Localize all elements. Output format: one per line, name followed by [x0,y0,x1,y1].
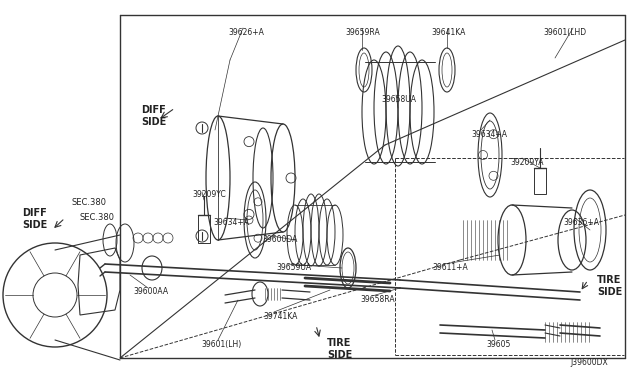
Text: J39600DX: J39600DX [570,358,608,367]
Text: 39600AA: 39600AA [133,287,168,296]
Text: 39209YA: 39209YA [510,158,543,167]
Bar [534,168,546,194]
Text: 39641KA: 39641KA [431,28,465,37]
Text: 39605: 39605 [486,340,510,349]
Text: 39626+A: 39626+A [228,28,264,37]
Text: SEC.380: SEC.380 [72,198,107,207]
Text: 39636+A: 39636+A [563,218,599,227]
Text: 39600DA: 39600DA [262,235,298,244]
Text: 39611+A: 39611+A [432,263,468,272]
Text: 39601(LH): 39601(LH) [201,340,241,349]
Bar [198,215,210,243]
Text: SEC.380: SEC.380 [80,213,115,222]
Text: 39658RA: 39658RA [360,295,395,304]
Text: 39601(LHD: 39601(LHD [543,28,586,37]
Text: 39658UA: 39658UA [381,95,416,104]
Text: DIFF
SIDE: DIFF SIDE [22,208,47,230]
Text: 39659UA: 39659UA [276,263,311,272]
Text: 39659RA: 39659RA [345,28,380,37]
Text: TIRE
SIDE: TIRE SIDE [327,338,352,360]
Text: DIFF
SIDE: DIFF SIDE [141,105,166,126]
Text: 39209YC: 39209YC [192,190,226,199]
Text: 39634+A: 39634+A [213,218,249,227]
Text: TIRE
SIDE: TIRE SIDE [597,275,622,296]
Text: 39634+A: 39634+A [471,130,507,139]
Text: 39741KA: 39741KA [263,312,298,321]
